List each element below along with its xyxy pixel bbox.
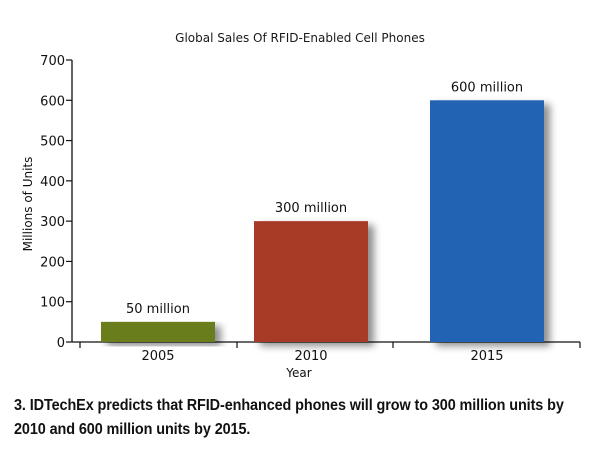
x-tick-label: 2005 (141, 349, 174, 364)
x-axis: 2005 2010 2015 (72, 341, 581, 364)
data-label: 300 million (275, 201, 347, 216)
bar-2005 (101, 321, 215, 342)
x-tick-label: 2010 (294, 349, 327, 364)
y-tick-label: 500 (40, 135, 65, 150)
y-tick-label: 100 (40, 296, 65, 311)
y-tick-label: 600 (40, 94, 65, 109)
y-axis-label: Millions of Units (21, 157, 35, 252)
x-axis-label: Year (285, 366, 311, 380)
y-tick-label: 700 (40, 54, 65, 69)
bars: 50 million 300 million 600 million (101, 80, 544, 343)
data-label: 600 million (451, 80, 523, 95)
y-tick-label: 400 (40, 175, 65, 190)
y-tick-label: 0 (57, 336, 65, 351)
bar-2010 (254, 221, 368, 342)
data-label: 50 million (126, 302, 190, 317)
chart-container: Global Sales Of RFID-Enabled Cell Phones… (21, 31, 581, 380)
y-axis: 0 100 200 300 400 500 600 700 (40, 54, 73, 351)
bar-chart: Global Sales Of RFID-Enabled Cell Phones… (21, 31, 581, 380)
bar-2015 (430, 100, 544, 343)
figure-caption: 3. IDTechEx predicts that RFID-enhanced … (14, 397, 564, 438)
x-tick-label: 2015 (470, 349, 503, 364)
chart-title: Global Sales Of RFID-Enabled Cell Phones (175, 31, 425, 45)
y-tick-label: 200 (40, 255, 65, 270)
y-tick-label: 300 (40, 215, 65, 230)
